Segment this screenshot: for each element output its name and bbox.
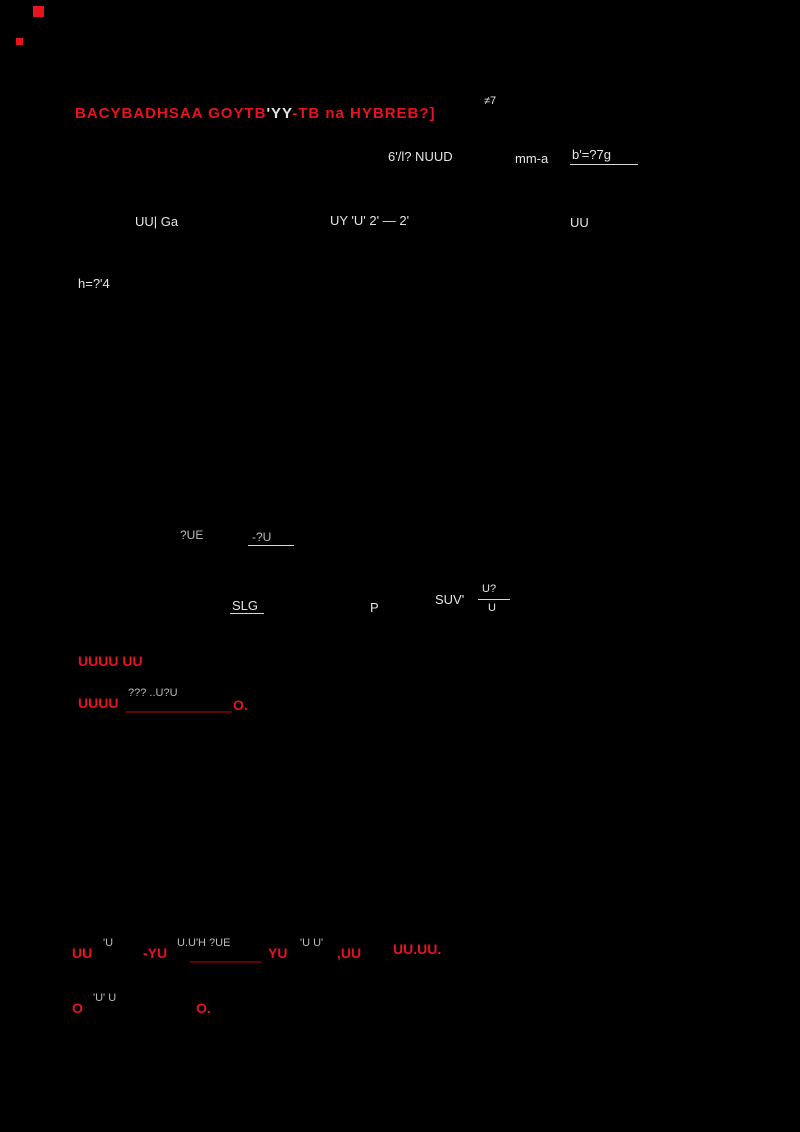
mid-fragment-3-underline (230, 613, 264, 614)
bottom-frag-2: 'U (103, 937, 114, 949)
title-segment-1: BACYBADHSAA GOYTB (75, 105, 267, 122)
fraction-bar (478, 599, 510, 600)
bottom-frag-1: UU (72, 945, 93, 961)
last-frag-2: 'U' U (93, 992, 117, 1004)
bottom-frag-4: U.U'H ?UE (177, 937, 231, 949)
fraction-denominator: U (488, 602, 496, 614)
row2-right-text: UU (570, 215, 589, 230)
corner-dot-icon (16, 38, 23, 45)
row2-left-text: UU| Ga (135, 214, 179, 229)
bottom-frag-5: YU (268, 945, 288, 961)
row3-left-text: h=?'4 (78, 276, 110, 291)
bottom-underline (190, 961, 262, 963)
red-line-2-end: O. (233, 697, 248, 713)
bottom-frag-6: 'U U' (300, 937, 324, 949)
mid-fragment-2-underline (248, 545, 294, 546)
fraction-numerator: U? (482, 583, 497, 595)
bottom-frag-7: ,UU (337, 945, 362, 961)
bottom-frag-3: -YU (143, 945, 168, 961)
title-superscript: ≠7 (484, 95, 497, 107)
corner-mark-icon (33, 6, 44, 17)
mid-fragment-2: -?U (252, 530, 272, 544)
mid-fragment-1: ?UE (180, 528, 204, 542)
red-line-2: UUUU (78, 695, 119, 711)
title-segment-2: 'YY (266, 105, 293, 122)
equation-2: mm-a (515, 151, 549, 166)
mid-fragment-4: P (370, 600, 379, 615)
red-line-2-annotation: ??? ..U?U (128, 687, 178, 699)
last-frag-3: O. (196, 1000, 211, 1016)
mid-fragment-5: SUV' (435, 592, 465, 607)
title-segment-3: -TB na HYBREB?] (292, 105, 436, 122)
equation-1: 6'/l? NUUD (388, 149, 453, 164)
bottom-frag-8: UU.UU. (393, 941, 442, 957)
last-frag-1: O (72, 1000, 83, 1016)
red-line-1: UUUU UU (78, 653, 143, 669)
equation-3: b'=?7g (572, 147, 611, 162)
row2-mid-text: UY 'U' 2' — 2' (330, 213, 410, 228)
red-line-2-underline (125, 711, 232, 713)
equation-3-underline (570, 164, 638, 165)
mid-fragment-3: SLG (232, 598, 259, 613)
page-title: BACYBADHSAA GOYTB'YY-TB na HYBREB?] (75, 105, 436, 122)
